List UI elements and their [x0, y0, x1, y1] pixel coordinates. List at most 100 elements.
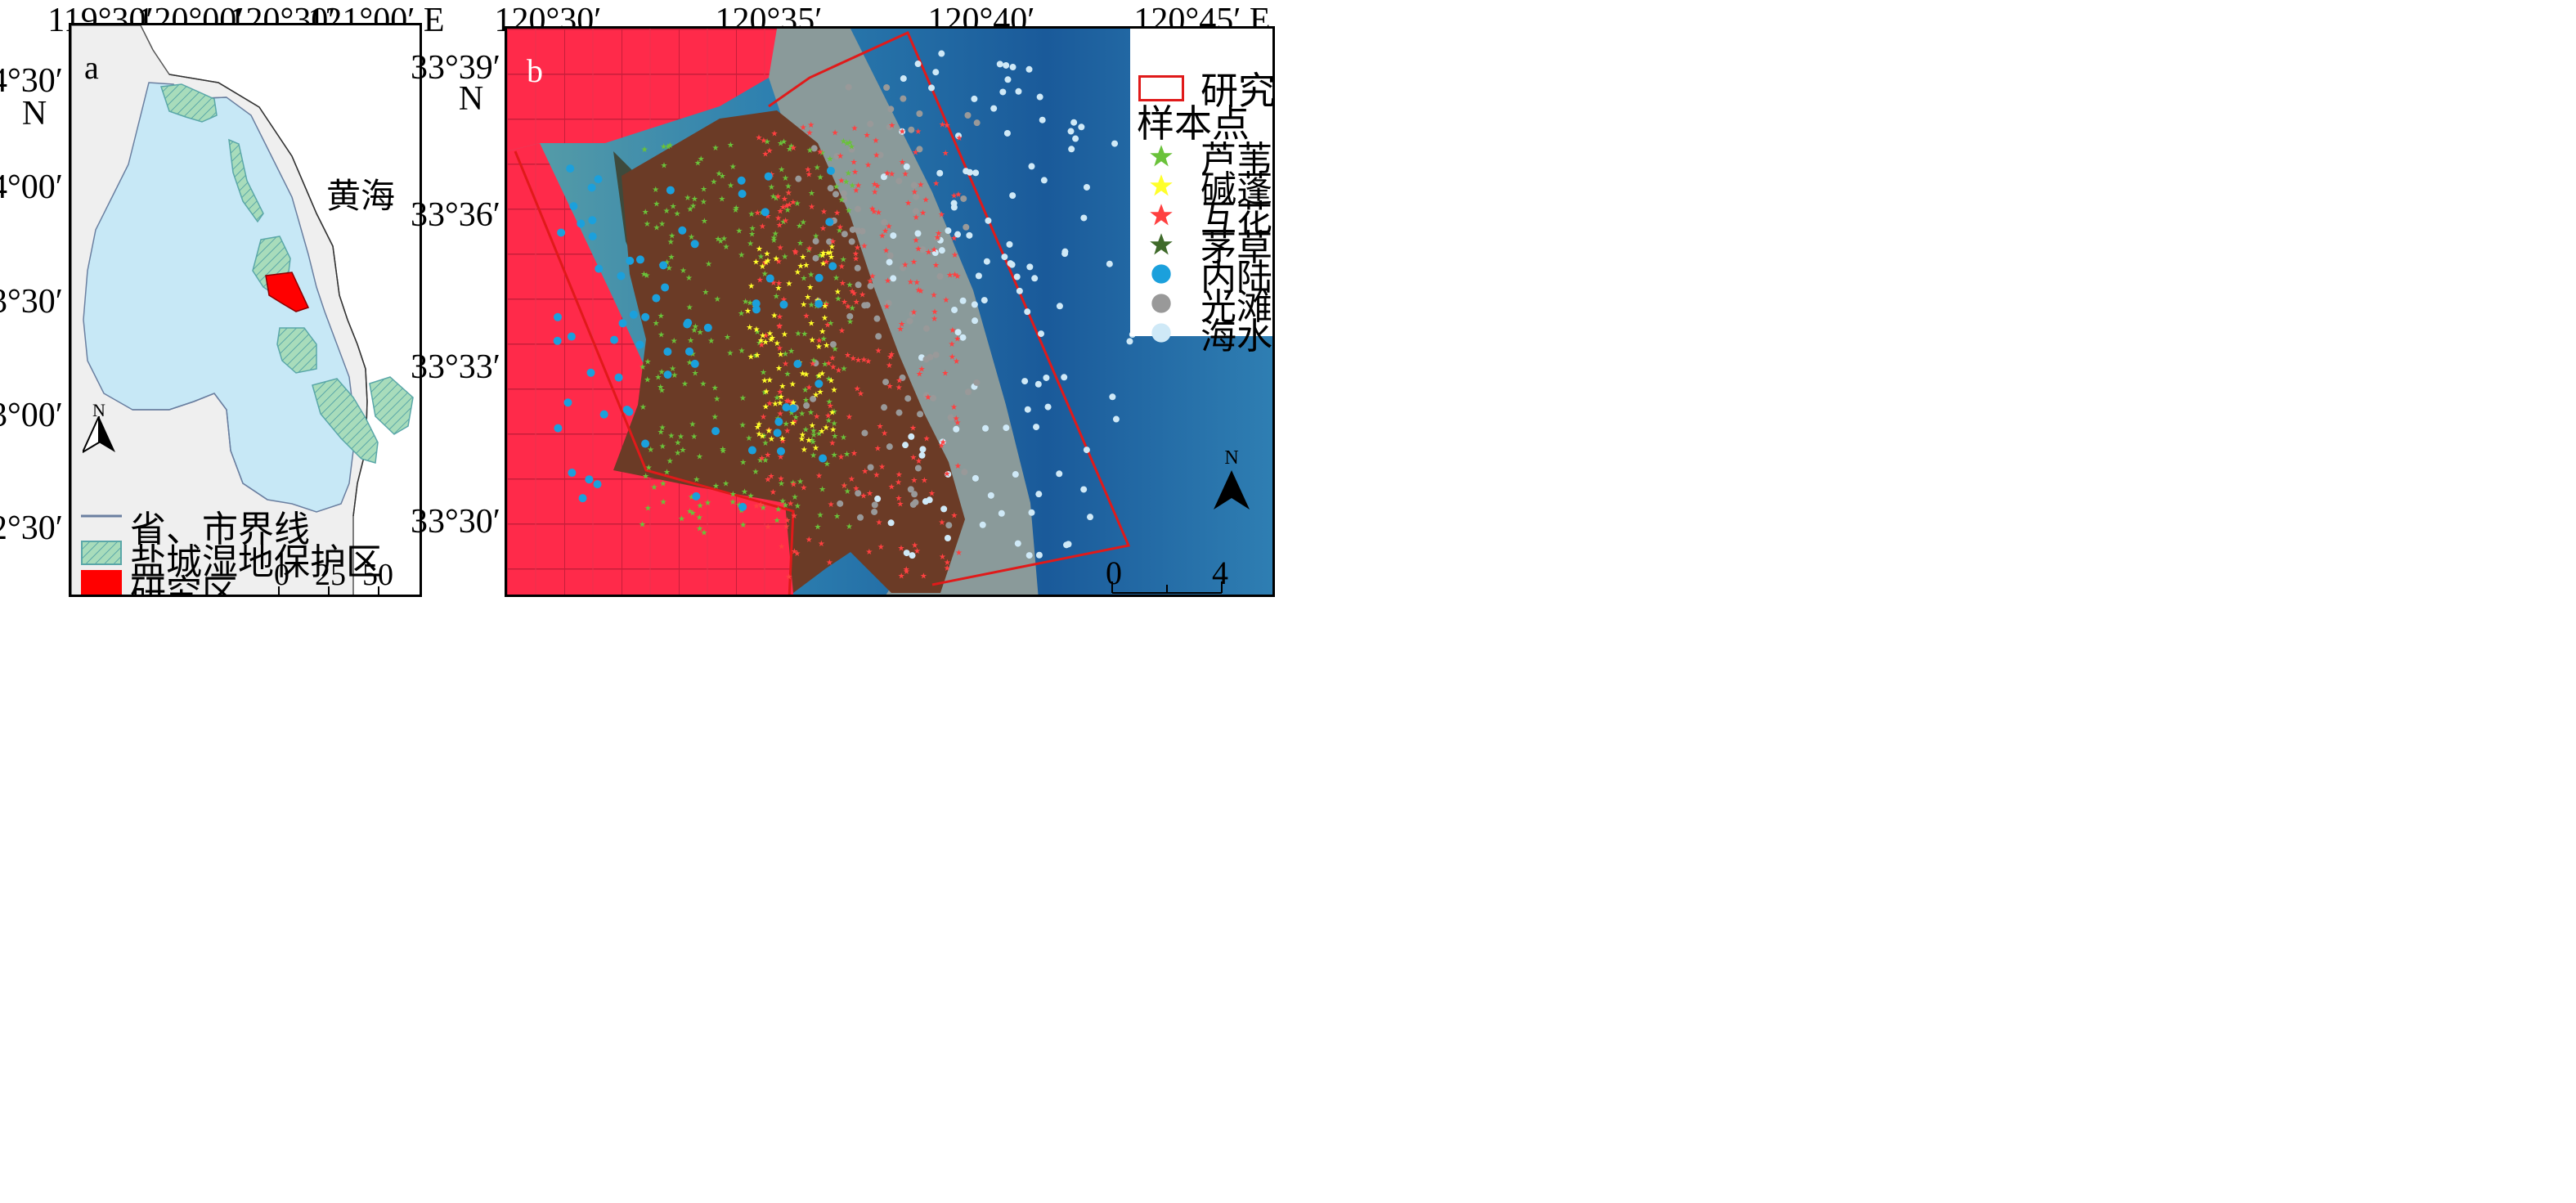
sample-point: ★: [739, 421, 747, 430]
sample-point: [774, 417, 783, 426]
sample-point: ★: [772, 194, 779, 203]
sample-point: ★: [667, 238, 675, 247]
sample-point: ★: [911, 541, 918, 550]
sample-point: ★: [942, 149, 949, 158]
sample-point: [904, 395, 912, 402]
sample-point: ★: [765, 426, 773, 435]
sample-point: ★: [762, 338, 770, 347]
sample-point: ★: [931, 291, 938, 300]
sample-point: [568, 469, 577, 478]
sample-point: ★: [812, 232, 819, 241]
sample-point: [1035, 491, 1043, 498]
sample-point: ★: [837, 453, 845, 462]
panel-a-left-tick: 34°30′: [0, 62, 63, 100]
sample-point: [926, 496, 933, 504]
sample-point: [900, 264, 907, 272]
sample-point: ★: [935, 230, 942, 239]
sample-point: ★: [760, 368, 767, 377]
sample-point: [963, 223, 970, 231]
sample-point: ★: [788, 347, 795, 356]
sample-point: ★: [777, 453, 784, 462]
sample-point: [916, 146, 923, 153]
sample-point: ★: [818, 428, 825, 437]
sample-point: ★: [761, 388, 769, 397]
sample-point: [690, 240, 699, 249]
sample-point: ★: [824, 321, 832, 330]
sample-point: ★: [854, 244, 861, 253]
sample-point: ★: [783, 427, 791, 436]
sample-point: ★: [668, 232, 675, 241]
sample-point: ★: [823, 342, 830, 351]
sample-point: ★: [784, 206, 792, 215]
sample-point: ★: [801, 330, 808, 339]
sample-point: [932, 69, 940, 76]
sample-point: ★: [770, 488, 777, 497]
sample-point: ★: [834, 288, 841, 297]
legend-boundary-label: 省、市界线: [130, 509, 310, 550]
sample-point: ★: [785, 397, 792, 406]
sample-point: [906, 317, 913, 325]
sample-point: [887, 519, 895, 527]
sample-point: ★: [875, 209, 882, 218]
sample-point: ★: [686, 303, 693, 312]
sample-point: ★: [766, 330, 774, 339]
sample-point: [812, 237, 819, 245]
sample-point: [1015, 88, 1022, 95]
sample-point: ★: [715, 235, 722, 244]
sample-point: ★: [915, 245, 922, 254]
sample-point: ★: [944, 559, 951, 568]
sample-point: ★: [653, 319, 660, 328]
sample-point: ★: [719, 446, 726, 455]
sample-point: ★: [820, 334, 828, 343]
sample-point: [828, 262, 837, 271]
sample-point: [1024, 308, 1031, 316]
sample-point: ★: [838, 195, 846, 204]
sample-point: [594, 175, 603, 184]
sample-point: ★: [895, 470, 903, 479]
sample-point: ★: [877, 423, 884, 432]
sample-point: ★: [738, 310, 745, 319]
sample-point: ★: [849, 182, 856, 191]
star-icon: [1137, 226, 1186, 263]
sample-point: [803, 402, 810, 409]
sample-point: ★: [802, 425, 810, 434]
sample-point: [703, 323, 712, 332]
sample-point: ★: [690, 433, 698, 442]
sample-point: [1024, 406, 1031, 413]
sample-point: ★: [698, 155, 705, 164]
sample-point: ★: [820, 208, 828, 217]
sample-point: [999, 88, 1007, 96]
sample-point: ★: [761, 456, 769, 465]
sample-point: [841, 195, 848, 203]
sample-point: ★: [815, 343, 823, 352]
sample-point: [1013, 273, 1021, 281]
sample-point: ★: [806, 146, 814, 155]
sample-point: ★: [798, 410, 806, 419]
sample-point: [996, 61, 1003, 68]
sample-point: ★: [720, 447, 727, 456]
sample-point: ★: [777, 410, 784, 419]
sample-point: ★: [828, 409, 836, 418]
sample-point: ★: [783, 397, 791, 406]
sample-point: [861, 429, 868, 437]
panel-b-left-tick: 33°39′: [411, 49, 500, 87]
sample-point: [793, 360, 802, 369]
sample-point: [1035, 551, 1043, 559]
sample-point: [871, 508, 878, 515]
sample-point: ★: [805, 166, 812, 175]
sample-point: ★: [762, 332, 770, 341]
sample-point: [914, 61, 922, 68]
sample-point: ★: [777, 140, 784, 149]
study-area-box-icon: [1137, 70, 1186, 107]
sample-point: ★: [806, 437, 813, 446]
sample-point: ★: [824, 412, 832, 421]
sample-point: ★: [827, 402, 834, 411]
sample-point: ★: [783, 517, 791, 526]
sample-point: ★: [829, 363, 837, 372]
sample-point: ★: [777, 474, 784, 483]
sample-point: ★: [825, 360, 832, 369]
sample-point: ★: [825, 375, 832, 384]
sample-point: ★: [806, 384, 813, 393]
sample-point: [1036, 93, 1043, 101]
sample-point: [593, 480, 602, 489]
